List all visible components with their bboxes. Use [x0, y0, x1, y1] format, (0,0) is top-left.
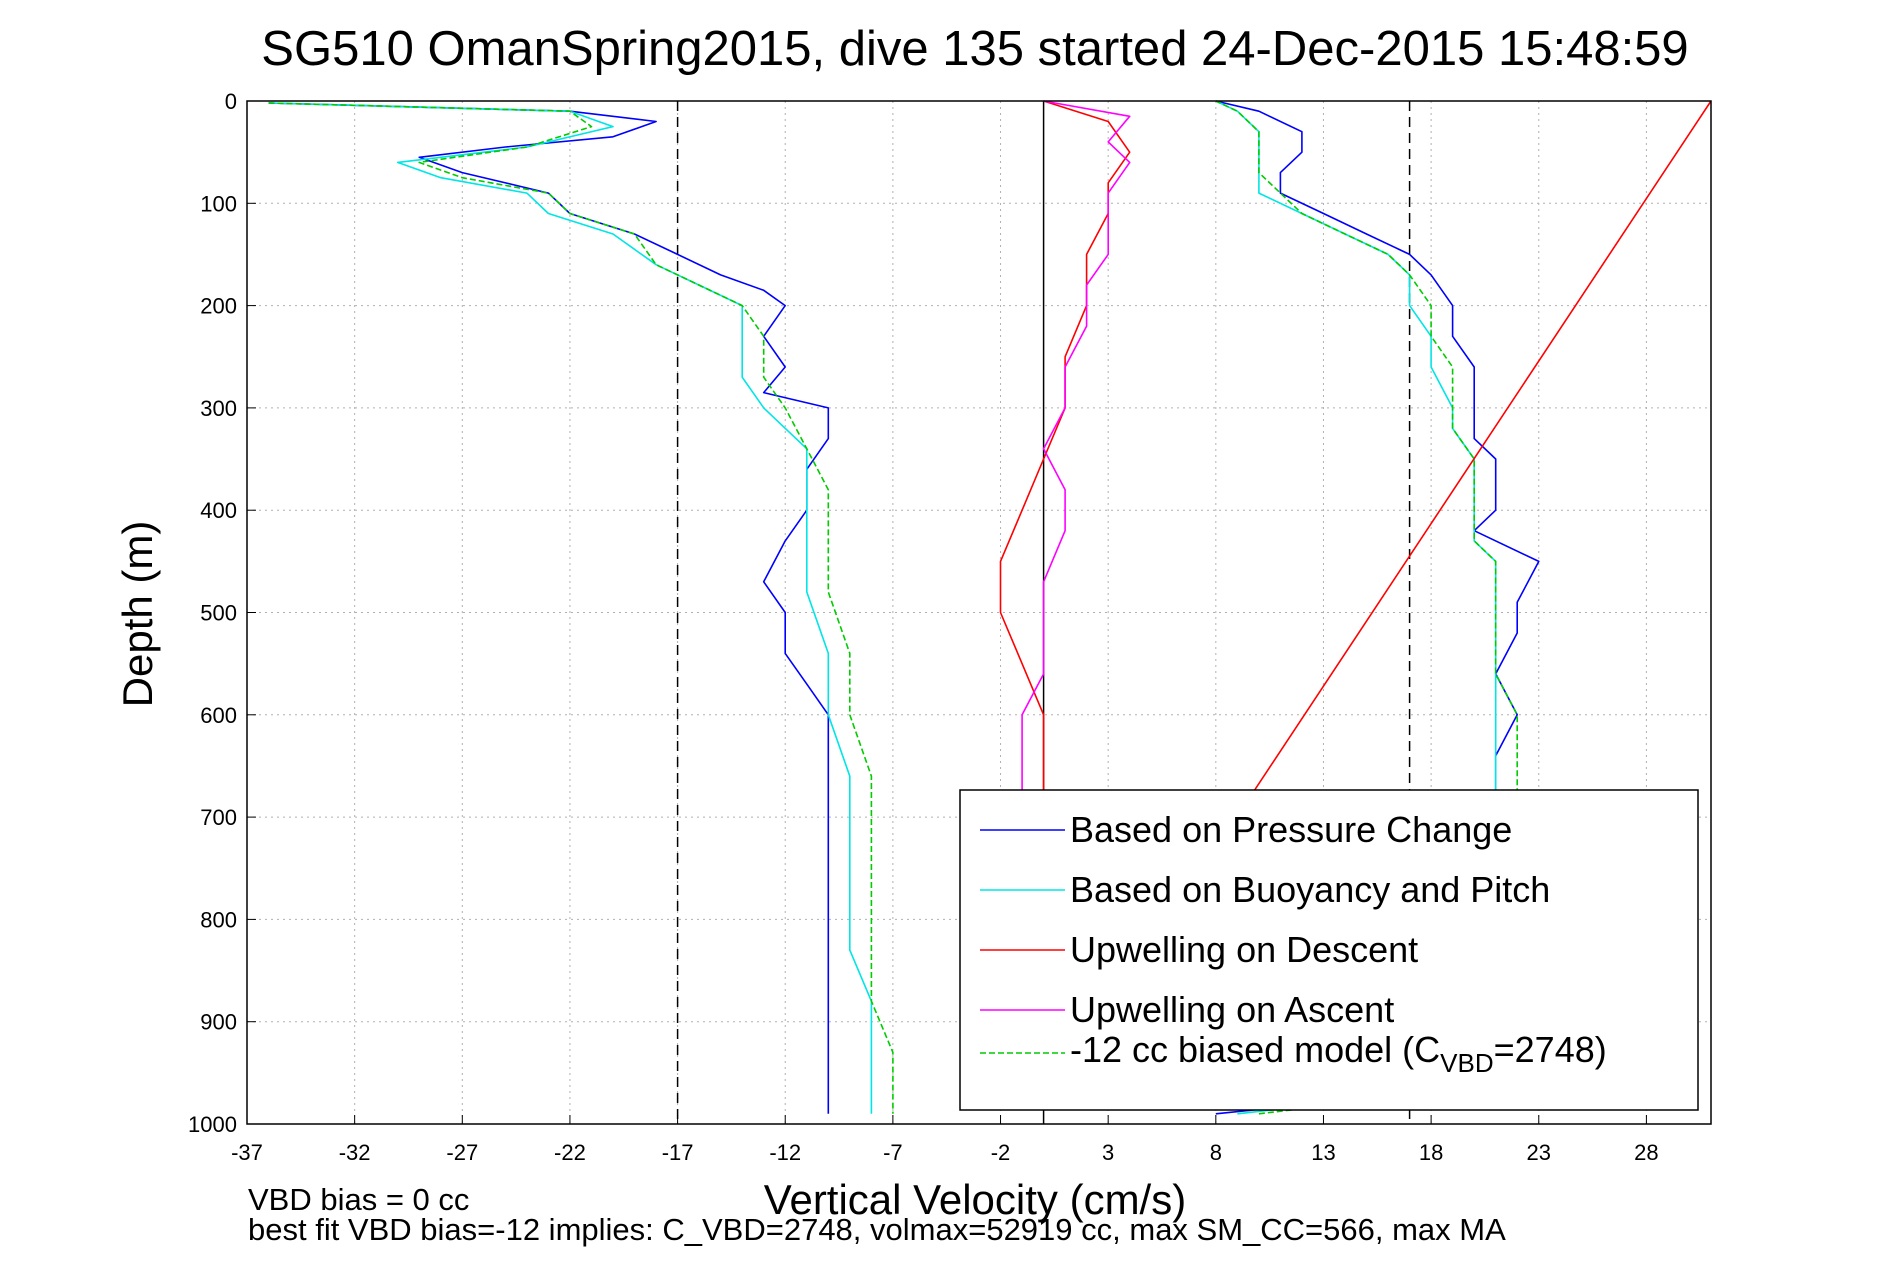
y-tick-label: 900: [200, 1010, 237, 1035]
legend-label: Upwelling on Descent: [1070, 929, 1418, 970]
legend: Based on Pressure Change Based on Buoyanc…: [959, 789, 1699, 1111]
x-tick-label: -17: [662, 1140, 694, 1165]
legend-model-prefix: -12 cc biased model (C: [1070, 1029, 1440, 1070]
y-tick-label: 500: [200, 601, 237, 626]
y-tick-label: 0: [225, 89, 237, 114]
legend-label: Based on Buoyancy and Pitch: [1070, 869, 1550, 910]
legend-label: Based on Pressure Change: [1070, 809, 1512, 850]
y-tick-label: 200: [200, 294, 237, 319]
x-tick-label: -32: [339, 1140, 371, 1165]
x-tick-label: -37: [231, 1140, 263, 1165]
y-tick-label: 400: [200, 498, 237, 523]
legend-label: Upwelling on Ascent: [1070, 989, 1394, 1030]
series-line: [268, 102, 894, 1114]
x-tick-label: 3: [1102, 1140, 1114, 1165]
x-tick-label: 28: [1634, 1140, 1658, 1165]
x-tick-label: -7: [883, 1140, 903, 1165]
y-tick-label: 300: [200, 396, 237, 421]
legend-label-model: -12 cc biased model (CVBD=2748): [1070, 1029, 1607, 1078]
chart-title: SG510 OmanSpring2015, dive 135 started 2…: [261, 22, 1688, 76]
plot-frame: [246, 100, 1712, 1125]
series-line: [1021, 100, 1131, 797]
x-tick-label: 8: [1210, 1140, 1222, 1165]
series-line: [268, 102, 873, 1114]
series-line: [268, 102, 830, 1114]
x-tick-label: -22: [554, 1140, 586, 1165]
x-tick-label: -2: [991, 1140, 1011, 1165]
legend-model-subscript: VBD: [1440, 1048, 1493, 1078]
x-tick-label: 13: [1311, 1140, 1335, 1165]
y-tick-label: 700: [200, 805, 237, 830]
x-tick-label: -27: [446, 1140, 478, 1165]
x-tick-label: 23: [1527, 1140, 1551, 1165]
footnote-vbd-bias: VBD bias = 0 cc: [248, 1182, 469, 1217]
footnote-best-fit: best fit VBD bias=-12 implies: C_VBD=274…: [248, 1212, 1506, 1247]
y-tick-label: 800: [200, 907, 237, 932]
y-tick-label: 1000: [188, 1112, 237, 1137]
legend-box: [959, 789, 1699, 1111]
y-axis-label-group: Depth (m): [114, 521, 161, 708]
y-tick-label: 600: [200, 703, 237, 728]
y-tick-label: 100: [200, 191, 237, 216]
x-axis-label: Vertical Velocity (cm/s): [764, 1176, 1186, 1223]
x-tick-label: -12: [769, 1140, 801, 1165]
legend-model-suffix: =2748): [1494, 1029, 1607, 1070]
y-axis-label: Depth (m): [114, 521, 161, 708]
x-tick-label: 18: [1419, 1140, 1443, 1165]
